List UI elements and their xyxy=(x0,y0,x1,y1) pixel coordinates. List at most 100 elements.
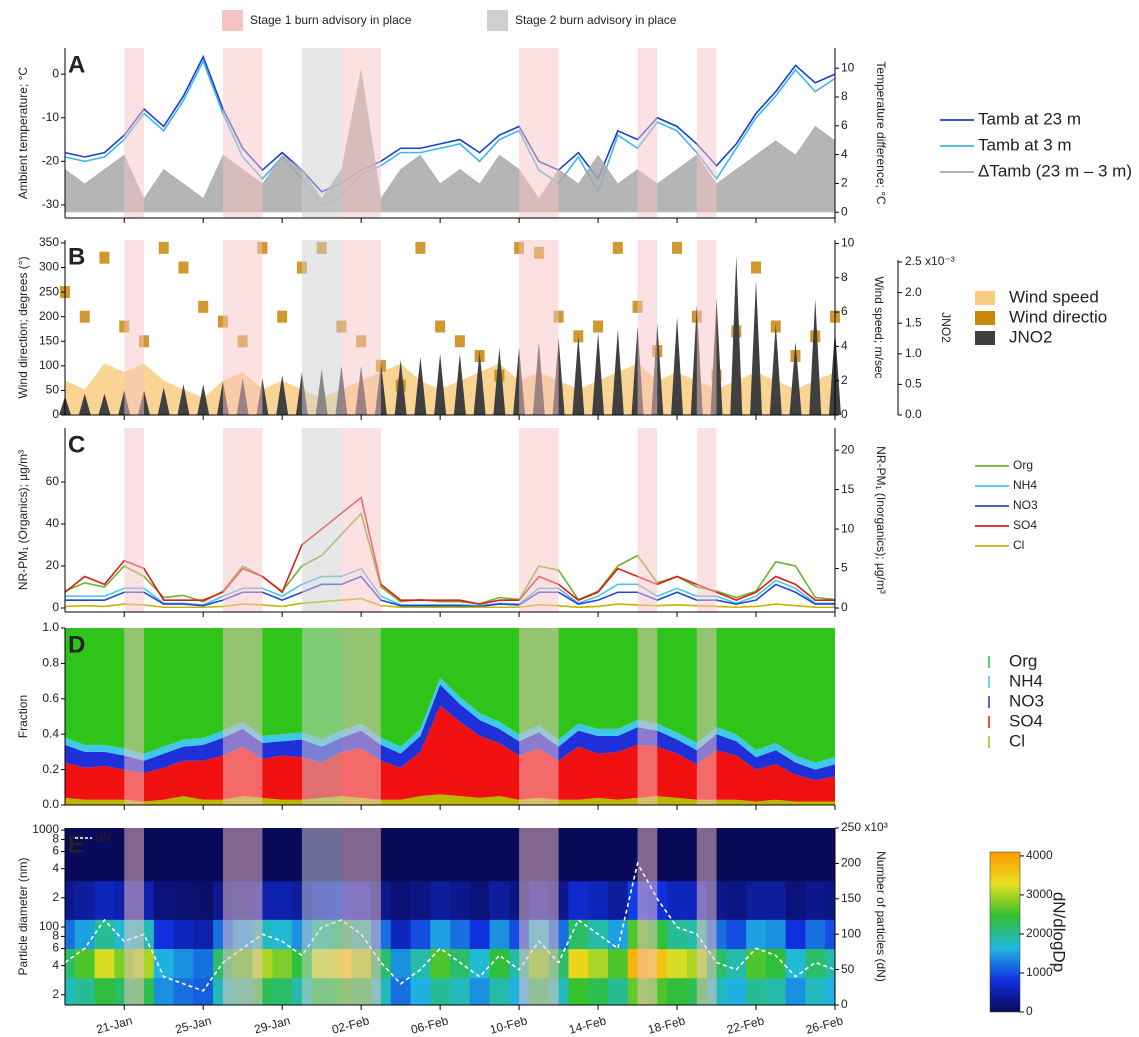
x-tick-label: 29-Jan xyxy=(253,1013,292,1036)
heatmap-cell xyxy=(746,880,767,920)
panel-letter: A xyxy=(68,51,85,78)
x-tick-label: 25-Jan xyxy=(174,1013,213,1036)
spike xyxy=(78,393,91,415)
heatmap-cell xyxy=(65,948,76,979)
heatmap-cell xyxy=(825,977,836,1006)
y-tick-label: 150 xyxy=(39,333,59,347)
x-tick-label: 14-Feb xyxy=(567,1013,608,1036)
advisory-band xyxy=(696,628,717,805)
panel-letter: B xyxy=(68,243,85,270)
heatmap-cell xyxy=(272,977,293,1006)
legend-label: dN xyxy=(96,830,111,844)
panel xyxy=(65,628,835,805)
advisory-band xyxy=(519,48,559,218)
legend-label: Tamb at 3 m xyxy=(978,135,1072,154)
y2-tick-label: 0 xyxy=(841,407,848,421)
panel-letter: E xyxy=(68,831,84,858)
spike xyxy=(98,393,111,415)
advisory-band xyxy=(341,240,381,415)
advisory-band xyxy=(222,428,263,612)
y-tick-label: 0.0 xyxy=(42,797,59,811)
heatmap-cell xyxy=(588,977,609,1006)
spike xyxy=(394,359,407,415)
legend-label: NO3 xyxy=(1013,498,1038,512)
advisory-band xyxy=(519,240,559,415)
heatmap-cell xyxy=(469,948,490,979)
panel-letter: C xyxy=(68,431,85,458)
heatmap-cell xyxy=(765,919,787,950)
heatmap-cell xyxy=(65,977,76,1006)
heatmap-cell xyxy=(588,828,609,882)
y2-tick-label: 2 xyxy=(841,176,848,190)
heatmap-cell xyxy=(785,948,806,979)
heatmap-cell xyxy=(450,977,471,1006)
y-label: Wind direction; degrees (°) xyxy=(16,256,30,398)
y-tick-label: 100 xyxy=(39,358,59,372)
panel xyxy=(59,240,841,415)
advisory-band xyxy=(637,628,658,805)
legend-label: Wind directio xyxy=(1009,307,1107,326)
spike xyxy=(493,347,506,415)
y3-label: JNO2 xyxy=(939,312,953,343)
colorbar-tick-label: 4000 xyxy=(1026,848,1053,862)
heatmap-cell xyxy=(588,880,609,920)
heatmap-cell xyxy=(74,948,96,979)
point xyxy=(415,241,426,254)
y2-tick-label: 6 xyxy=(841,118,848,132)
spike xyxy=(730,255,743,415)
heatmap-cell xyxy=(430,977,451,1006)
advisory-band xyxy=(519,428,559,612)
point xyxy=(138,335,149,348)
heatmap-cell xyxy=(74,977,96,1006)
heatmap-cell xyxy=(430,948,451,979)
y2-tick-label: 250 x10³ xyxy=(841,820,888,834)
advisory-band xyxy=(222,628,263,805)
advisory-band xyxy=(301,240,342,415)
y-tick-label: 4 xyxy=(52,958,59,972)
heatmap-cell xyxy=(568,977,589,1006)
heatmap-cell xyxy=(489,880,510,920)
advisory-band xyxy=(696,428,717,612)
heatmap-cell xyxy=(825,948,836,979)
heatmap-cell xyxy=(607,828,629,882)
heatmap-cell xyxy=(173,880,194,920)
legend-label: NO3 xyxy=(1009,691,1044,710)
y3-tick-label: 0.0 xyxy=(905,407,922,421)
advisory-band xyxy=(222,240,263,415)
spike xyxy=(611,329,624,415)
y-tick-label: 8 xyxy=(52,929,59,943)
colorbar-label: dN/dlogDp xyxy=(1050,892,1069,972)
advisory-band xyxy=(222,828,263,1005)
heatmap-cell xyxy=(489,948,510,979)
heatmap-cell xyxy=(746,919,767,950)
heatmap-cell xyxy=(667,919,688,950)
heatmap-cell xyxy=(726,919,747,950)
y2-tick-label: 0 xyxy=(841,204,848,218)
heatmap-cell xyxy=(765,828,787,882)
spike xyxy=(473,350,486,415)
advisory-band xyxy=(637,428,658,612)
legend-label: Org xyxy=(1013,458,1033,472)
heatmap-cell xyxy=(765,948,787,979)
legend-label: Cl xyxy=(1013,538,1024,552)
heatmap-cell xyxy=(430,828,451,882)
heatmap-cell xyxy=(746,828,767,882)
point xyxy=(158,241,169,254)
spike xyxy=(453,353,466,415)
point xyxy=(672,241,683,254)
heatmap-cell xyxy=(489,977,510,1006)
y-tick-label: 0.2 xyxy=(42,762,59,776)
y2-tick-label: 15 xyxy=(841,482,855,496)
y3-tick-label: 0.5 xyxy=(905,377,922,391)
advisory-band xyxy=(637,48,658,218)
y-tick-label: 6 xyxy=(52,844,59,858)
heatmap-cell xyxy=(390,948,412,979)
y-tick-label: 40 xyxy=(46,516,60,530)
x-tick-label: 06-Feb xyxy=(409,1013,450,1036)
heatmap-cell xyxy=(568,919,589,950)
heatmap-cell xyxy=(153,977,175,1006)
y2-tick-label: 0 xyxy=(841,600,848,614)
heatmap-cell xyxy=(607,880,629,920)
heatmap-cell xyxy=(489,919,510,950)
legend-symbol xyxy=(975,291,995,305)
